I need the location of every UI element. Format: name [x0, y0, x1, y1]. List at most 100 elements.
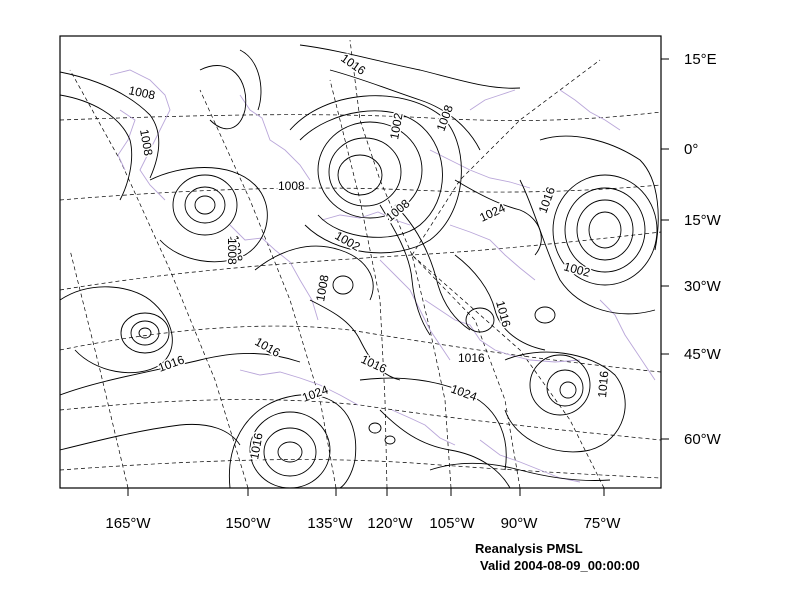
isobar [588, 211, 622, 249]
coastline [239, 369, 359, 406]
isobar [379, 409, 511, 488]
isobar [249, 411, 331, 488]
isobar [309, 299, 401, 381]
contour-label: 1008 [137, 128, 155, 157]
isobar [263, 427, 317, 477]
isobar [277, 441, 303, 463]
isobar [576, 199, 634, 261]
coastline [321, 211, 411, 226]
bottom-axis-label: 75°W [584, 515, 622, 532]
contour-label: 1008 [227, 234, 245, 263]
coastline [239, 94, 311, 181]
bottom-axis-label: 105°W [429, 515, 475, 532]
bottom-axis [127, 488, 605, 496]
isobar [519, 179, 656, 315]
isobar [149, 167, 268, 263]
parallel-line [60, 459, 661, 479]
pressure-contours [60, 44, 659, 488]
isobar [138, 327, 152, 339]
bottom-axis-label: 150°W [225, 515, 271, 532]
parallel-line [60, 184, 661, 201]
meridian-line [411, 254, 521, 488]
caption-valid-time: Valid 2004-08-09_00:00:00 [480, 558, 640, 573]
isobar [559, 381, 577, 399]
contour-label: 1008 [225, 238, 239, 265]
isobar [299, 110, 443, 238]
parallel-line [60, 231, 661, 291]
coastline [229, 224, 319, 321]
map-frame [59, 35, 662, 489]
isobar [546, 369, 584, 407]
isobar [329, 69, 481, 151]
isobar [60, 352, 301, 396]
bottom-axis-label: 120°W [367, 515, 413, 532]
meridian-line [199, 89, 337, 488]
isobar [60, 423, 241, 451]
isobar [317, 121, 423, 219]
isobar [239, 49, 262, 111]
map-frame-background [60, 36, 661, 488]
isobar [60, 94, 133, 201]
caption-title: Reanalysis PMSL [475, 541, 583, 556]
contour-label: 1008 [278, 179, 305, 193]
coastline [469, 89, 516, 111]
contour-label: 1016 [247, 431, 265, 460]
isobar [529, 354, 591, 416]
isobar [552, 174, 658, 286]
parallel-line [60, 111, 661, 121]
meridian-line [411, 254, 452, 488]
isobar [289, 95, 462, 254]
isobar [465, 307, 495, 333]
right-axis-label: 0° [684, 141, 698, 158]
contour-label: 1008 [313, 273, 331, 302]
isobar [539, 135, 659, 251]
parallel-line [60, 399, 661, 441]
isobar [504, 351, 626, 453]
isobar [120, 312, 170, 354]
isobar [130, 320, 160, 346]
isobar [368, 422, 382, 434]
right-axis-label: 60°W [684, 431, 722, 448]
coastline [449, 224, 536, 281]
right-axis-label: 15°W [684, 212, 722, 229]
contour-label: 1002 [387, 111, 405, 140]
isobar [328, 137, 402, 207]
isobar [337, 154, 383, 196]
isobar [564, 187, 646, 273]
contour-labels: 1008 1008 1016 1002 1008 1008 1008 1002 … [126, 49, 613, 462]
isobar [332, 275, 354, 295]
contour-label: 1016 [458, 351, 485, 365]
right-axis-label: 15°E [684, 51, 717, 68]
isobar [254, 245, 374, 301]
isobar [199, 65, 247, 130]
coastline [559, 89, 621, 131]
isobar [184, 186, 226, 224]
isobar [429, 462, 611, 481]
isobar [60, 71, 160, 179]
right-axis [661, 58, 669, 440]
isobar [394, 204, 471, 331]
right-axis-label: 45°W [684, 346, 722, 363]
isobar [359, 377, 507, 471]
meridian-line [69, 69, 249, 488]
right-axis-label: 30°W [684, 278, 722, 295]
contour-label: 1016 [595, 370, 611, 398]
coastline [379, 259, 451, 361]
isobar [379, 204, 431, 336]
isobar [384, 435, 396, 445]
isobar [194, 195, 216, 215]
isobar [228, 394, 357, 488]
isobar [534, 306, 556, 324]
meridian-line [349, 39, 413, 256]
isobar [454, 254, 546, 351]
isobar [60, 286, 173, 373]
coastline [109, 69, 171, 201]
coastline [391, 409, 456, 446]
meridian-line [411, 254, 605, 488]
bottom-axis-label: 90°W [501, 515, 539, 532]
bottom-axis-label: 165°W [105, 515, 151, 532]
isobar [299, 44, 521, 89]
coastline [429, 149, 531, 189]
meridian-line [329, 79, 388, 488]
